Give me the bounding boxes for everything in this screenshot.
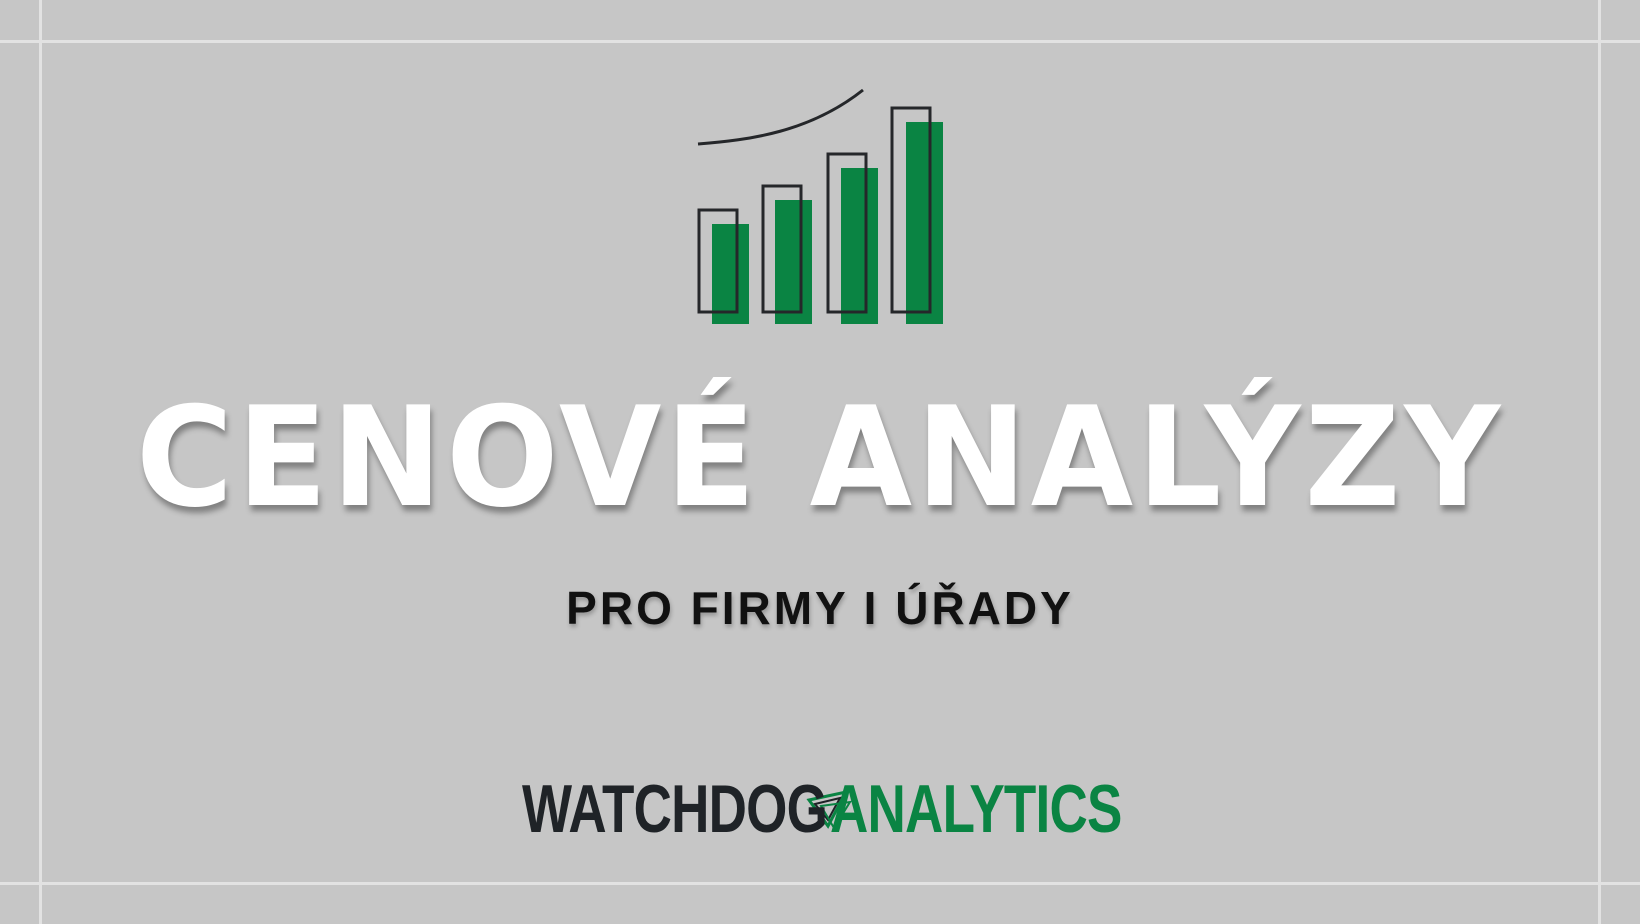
brand-word-analytics: ANALYTICS [829,771,1122,847]
page-subtitle: PRO FIRMY I ÚŘADY [566,582,1074,634]
triangle-logo-icon [806,789,852,830]
green-bar-1 [712,224,749,324]
frame-line-left [39,0,42,924]
green-bar-2 [775,200,812,324]
frame-line-right [1598,0,1601,924]
green-bar-3 [841,168,878,324]
frame-line-top [0,40,1640,43]
outline-bar-4 [890,106,932,314]
trend-curve [697,88,864,146]
outline-bar-3 [826,152,868,314]
brand-word-watchdog: WATCHDOG [522,771,829,847]
green-bar-4 [906,122,943,324]
frame-line-bottom [0,882,1640,885]
page-title: CENOVÉ ANALÝZY [135,377,1505,538]
outline-bar-1 [697,208,739,314]
rising-bar-chart-icon [697,88,943,324]
outline-bar-2 [761,184,803,314]
brand-lockup: WATCHDOG ANALYTICS [0,772,1640,846]
